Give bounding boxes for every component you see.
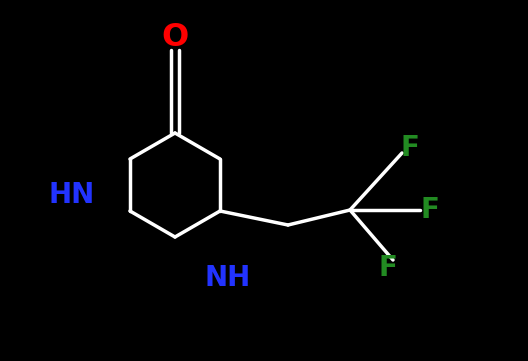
Text: F: F [401, 134, 419, 162]
Text: NH: NH [205, 264, 251, 292]
Text: HN: HN [49, 181, 95, 209]
Text: O: O [162, 22, 188, 53]
Text: F: F [421, 196, 439, 224]
Text: F: F [379, 254, 398, 282]
